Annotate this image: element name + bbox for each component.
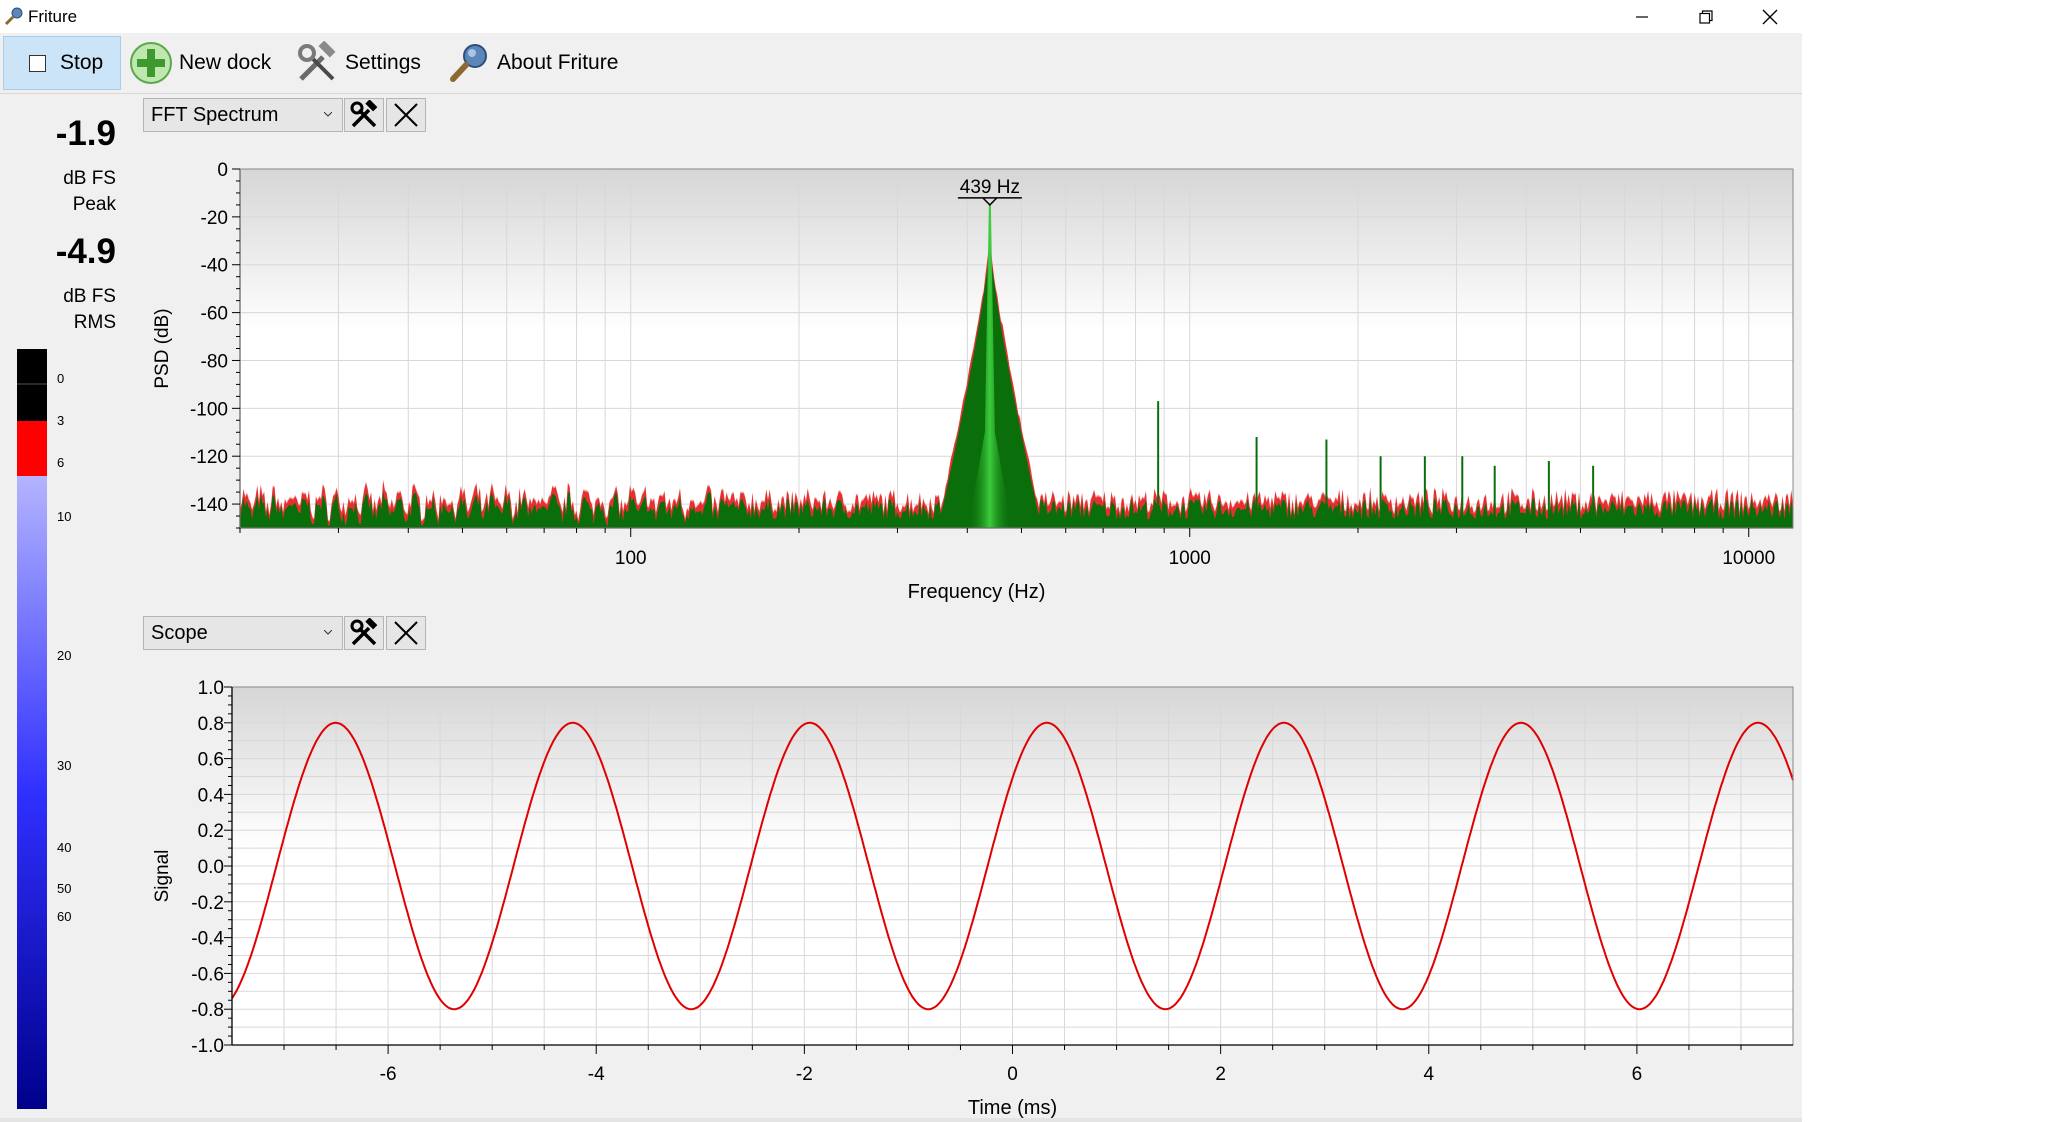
fft-y-tick-label: -80: [201, 351, 228, 372]
rms-level-unit: dB FS: [63, 286, 116, 307]
scope-x-tick-label: 6: [1632, 1064, 1643, 1085]
scope-x-tick-label: 2: [1215, 1064, 1226, 1085]
new-dock-label: New dock: [179, 51, 272, 74]
scope-y-tick-label: 0.0: [198, 857, 224, 878]
minimize-icon: [1636, 15, 1648, 18]
scope-x-tick-label: 4: [1423, 1064, 1434, 1085]
chevron-down-icon: [324, 112, 332, 117]
stop-checkbox[interactable]: [29, 54, 46, 72]
microphone-icon: [4, 7, 23, 26]
fft-y-tick-label: -120: [190, 447, 228, 468]
peak-level-unit: dB FS: [63, 168, 116, 189]
window-title: Friture: [28, 7, 78, 26]
fft-x-tick-label: 100: [615, 548, 647, 569]
meter-tick-label: 40: [57, 840, 72, 856]
window-close-button[interactable]: [1738, 0, 1802, 33]
fft-spectrum-chart: 0 -20 -40 -60 -80 -100 -120 -140 100 1000 10000 Fre…: [152, 160, 1794, 603]
chevron-down-icon: [324, 630, 332, 635]
scope-x-axis-label: Time (ms): [968, 1097, 1057, 1119]
main-toolbar: Stop New dock Settings: [0, 33, 1802, 94]
fft-dock-close-button[interactable]: [386, 98, 426, 132]
stop-label: Stop: [60, 51, 104, 74]
scope-chart: 1.0 0.8 0.6 0.4 0.2 0.0 -0.2 -0.4 -0.6 -0.8 -1.0 -6…: [152, 678, 1794, 1119]
scope-y-tick-label: 0.8: [198, 714, 224, 735]
scope-widget-selector-value: Scope: [151, 622, 208, 644]
scope-y-tick-label: -1.0: [191, 1036, 224, 1057]
fft-y-tick-label: -40: [201, 256, 228, 277]
scope-y-tick-label: -0.8: [191, 1000, 224, 1021]
meter-tick-label: 20: [57, 648, 72, 664]
fft-x-axis-label: Frequency (Hz): [908, 581, 1046, 603]
plus-icon: [130, 42, 172, 84]
scope-y-tick-label: -0.2: [191, 893, 224, 914]
peak-level-value: -1.9: [55, 114, 116, 153]
fft-y-tick-label: -20: [201, 208, 228, 229]
rms-level-label: RMS: [73, 312, 116, 333]
title-bar: Friture: [0, 0, 1802, 33]
scope-dock-settings-button[interactable]: [344, 616, 384, 650]
fft-peak-highlight: [967, 204, 1012, 528]
scope-y-axis-label: Signal: [152, 850, 173, 903]
meter-tick-label: 10: [57, 508, 72, 524]
stop-button[interactable]: Stop: [3, 36, 121, 90]
close-icon: [394, 621, 418, 645]
fft-y-tick-label: -100: [190, 399, 228, 420]
meter-tick-label: 50: [57, 881, 72, 897]
scope-x-tick-label: -6: [380, 1064, 397, 1085]
fft-peak-marker: [957, 197, 1022, 206]
scope-widget-selector[interactable]: Scope: [143, 616, 343, 650]
scope-grid: [232, 686, 1793, 1046]
tools-icon: [298, 41, 336, 81]
scope-y-tick-label: 0.4: [198, 785, 225, 806]
close-icon: [394, 103, 418, 127]
fft-dock-settings-button[interactable]: [344, 98, 384, 132]
fft-spectrum-area: [240, 254, 1793, 529]
status-bar: [0, 1118, 1802, 1122]
meter-tick-label: 6: [57, 455, 65, 470]
level-meter-panel: -1.9 dB FS Peak -4.9 dB FS RMS: [0, 94, 125, 1122]
fft-x-tick-label: 10000: [1722, 548, 1775, 569]
scope-y-tick-label: -0.4: [191, 929, 224, 950]
fft-x-tick-label: 1000: [1169, 548, 1211, 569]
new-dock-button[interactable]: New dock: [129, 36, 271, 90]
scope-signal-line: [231, 721, 1794, 1011]
meter-tick-label: 60: [57, 908, 72, 924]
close-icon: [1762, 9, 1778, 24]
tools-icon: [350, 618, 378, 646]
fft-y-tick-label: -60: [201, 304, 228, 325]
settings-button[interactable]: Settings: [295, 36, 421, 90]
fft-peak-label: 439 Hz: [960, 177, 1020, 198]
scope-y-tick-label: 1.0: [198, 678, 224, 699]
minimize-button[interactable]: [1610, 0, 1674, 33]
tools-icon: [350, 100, 378, 128]
fft-widget-selector[interactable]: FFT Spectrum: [143, 98, 343, 132]
restore-icon: [1699, 9, 1713, 24]
scope-dock-close-button[interactable]: [386, 616, 426, 650]
restore-button[interactable]: [1674, 0, 1738, 33]
scope-y-tick-label: 0.6: [198, 750, 224, 771]
fft-y-tick-label: 0: [217, 160, 228, 181]
scope-x-tick-label: -2: [796, 1064, 813, 1085]
scope-x-tick-label: -4: [588, 1064, 605, 1085]
fft-y-axis-label: PSD (dB): [152, 308, 173, 388]
friture-window: Friture Stop New dock: [0, 0, 1802, 1122]
rms-level-value: -4.9: [55, 232, 116, 271]
meter-tick-label: 30: [57, 758, 72, 774]
scope-y-tick-label: -0.6: [191, 964, 224, 985]
scope-y-tick-label: 0.2: [198, 821, 224, 842]
settings-label: Settings: [345, 51, 421, 74]
meter-tick-label: 3: [57, 413, 65, 429]
scope-x-tick-label: 0: [1007, 1064, 1018, 1085]
fft-y-tick-label: -140: [190, 495, 228, 516]
about-button[interactable]: About Friture: [447, 36, 618, 90]
microphone-icon: [450, 44, 487, 82]
meter-tick-label: 0: [57, 370, 65, 386]
about-label: About Friture: [497, 51, 619, 74]
fft-widget-selector-value: FFT Spectrum: [151, 104, 279, 126]
level-meter-bar: [17, 349, 47, 1109]
peak-level-label: Peak: [72, 194, 116, 215]
